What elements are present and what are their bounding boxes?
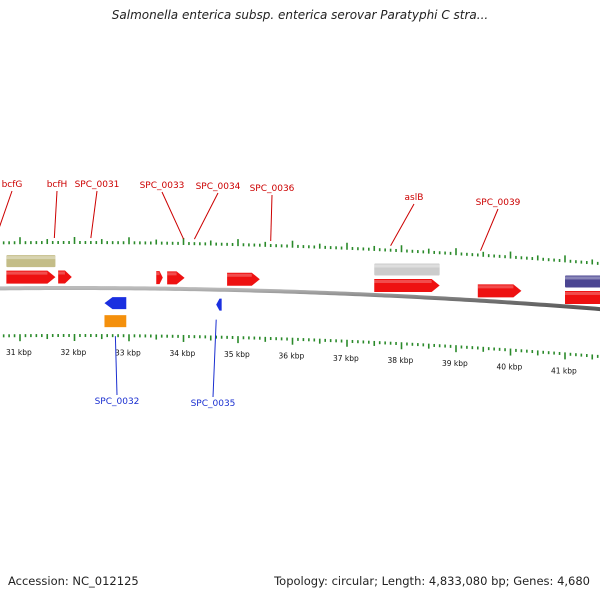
gene-label-leader: [270, 194, 273, 242]
feature-box-shine: [6, 256, 56, 260]
axis-tick-label: 31 kbp: [6, 348, 32, 357]
gene-label-spc-0032: SPC_0032: [95, 397, 140, 407]
gene-label-bcfg: bcfG: [2, 180, 23, 190]
genome-stats-text: Topology: circular; Length: 4,833,080 bp…: [274, 574, 590, 588]
forward-cds-arrow-shine: [58, 271, 65, 275]
feature-box: [565, 275, 600, 288]
forward-cds-arrow: [167, 271, 185, 285]
feature-box-shine: [565, 276, 600, 280]
upper-tick-marks: [2, 237, 599, 265]
reverse-cds-arrow: [104, 297, 127, 310]
axis-tick-label: 35 kbp: [224, 350, 250, 359]
forward-cds-arrow-shine: [156, 272, 160, 276]
feature-box: [374, 263, 440, 276]
reverse-gene-labels: SPC_0032 SPC_0035: [95, 319, 236, 409]
gene-label-leader: [193, 192, 219, 240]
genome-backbone: [0, 286, 600, 312]
gene-label-leader: [212, 319, 217, 398]
gene-label-spc-0033: SPC_0033: [140, 181, 185, 191]
gene-label-spc-0031: SPC_0031: [75, 180, 120, 190]
forward-cds-arrow: [6, 270, 56, 284]
forward-cds-arrow-body: [565, 290, 600, 304]
gene-label-spc-0035: SPC_0035: [191, 399, 236, 409]
forward-cds-arrow-shine: [227, 273, 252, 277]
top-feature-track: [6, 255, 600, 288]
feature-box-shine: [374, 264, 440, 268]
forward-cds-arrow-shine: [6, 271, 48, 275]
forward-cds-arrow-shine: [477, 285, 514, 289]
gene-label-bcfh: bcfH: [47, 180, 68, 190]
forward-cds-arrow: [477, 284, 522, 298]
map-title: Salmonella enterica subsp. enterica sero…: [111, 8, 489, 22]
forward-cds-arrow: [565, 290, 600, 304]
axis-tick-label: 41 kbp: [551, 366, 577, 375]
gene-label-leader: [90, 190, 98, 239]
forward-strand-track: [6, 270, 600, 304]
gene-label-spc-0034: SPC_0034: [196, 182, 241, 192]
reverse-feature-track: [104, 315, 127, 328]
forward-gene-labels: bcfG bcfH SPC_0031 SPC_0033 SPC_0034 SPC_0036…: [0, 180, 521, 251]
gene-label-aslb: aslB: [405, 193, 424, 203]
forward-cds-arrow-body: [58, 270, 72, 284]
lower-tick-marks: [2, 334, 599, 360]
gene-label-leader: [53, 190, 58, 239]
forward-cds-arrow: [227, 272, 260, 286]
forward-cds-arrow: [58, 270, 72, 284]
forward-cds-arrow-body: [167, 271, 185, 285]
reverse-strand-track: [104, 297, 222, 311]
forward-cds-arrow-shine: [565, 291, 600, 295]
axis-tick-label: 40 kbp: [497, 363, 523, 372]
axis-tick-label: 34 kbp: [170, 349, 196, 358]
gene-label-spc-0036: SPC_0036: [250, 184, 295, 194]
forward-cds-arrow-shine: [167, 272, 177, 276]
gene-label-leader: [480, 208, 499, 251]
axis-tick-label: 38 kbp: [388, 356, 414, 365]
gene-label-leader: [390, 203, 415, 246]
forward-cds-arrow-body: [156, 271, 163, 285]
forward-cds-arrow-body: [477, 284, 522, 298]
axis-tick-label: 36 kbp: [279, 352, 305, 361]
accession-text: Accession: NC_012125: [8, 574, 139, 588]
reverse-cds-arrow: [216, 298, 222, 311]
axis-tick-label: 32 kbp: [61, 348, 87, 357]
forward-cds-arrow-body: [227, 272, 260, 286]
gene-label-leader: [114, 336, 118, 396]
gene-label-leader: [161, 191, 184, 240]
forward-cds-arrow-shine: [374, 280, 432, 284]
forward-cds-arrow-body: [6, 270, 56, 284]
gene-label-spc-0039: SPC_0039: [476, 198, 521, 208]
feature-box: [6, 255, 56, 268]
axis-tick-label: 37 kbp: [333, 354, 359, 363]
forward-cds-arrow-body: [374, 279, 440, 293]
reverse-feature-box: [104, 315, 127, 328]
forward-cds-arrow: [374, 279, 440, 293]
axis-tick-label: 39 kbp: [442, 359, 468, 368]
gene-label-leader: [0, 190, 13, 227]
forward-cds-arrow: [156, 271, 163, 285]
axis-tick-label: 33 kbp: [115, 348, 141, 357]
kbp-axis-labels: 31 kbp 32 kbp 33 kbp 34 kbp 35 kbp 36 kbp 37 k…: [6, 348, 577, 375]
